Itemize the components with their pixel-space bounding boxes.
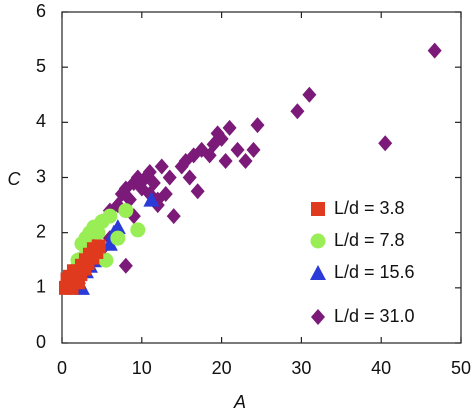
point <box>91 239 106 254</box>
legend-marker <box>311 309 325 325</box>
point <box>222 119 237 136</box>
point <box>162 169 177 186</box>
y-tick-label: 2 <box>36 221 46 241</box>
point <box>166 208 181 225</box>
y-tick-label: 3 <box>36 166 46 186</box>
point <box>378 135 393 152</box>
point <box>238 152 253 169</box>
legend-label: L/d = 31.0 <box>334 306 415 326</box>
point <box>110 230 126 246</box>
y-tick-label: 5 <box>36 56 46 76</box>
point <box>154 158 169 175</box>
y-tick-label: 1 <box>36 277 46 297</box>
point <box>118 257 133 274</box>
legend-label: L/d = 15.6 <box>334 262 415 282</box>
point <box>218 152 233 169</box>
point <box>158 186 173 203</box>
x-tick-label: 40 <box>371 358 391 378</box>
point <box>302 86 317 103</box>
point <box>101 235 118 251</box>
point <box>182 169 197 186</box>
point <box>186 147 201 164</box>
point <box>60 272 75 287</box>
point <box>250 117 265 134</box>
y-tick-label: 6 <box>36 1 46 21</box>
point <box>214 130 229 147</box>
x-tick-label: 10 <box>132 358 152 378</box>
point <box>143 191 160 207</box>
point <box>427 42 442 59</box>
plot-frame <box>61 11 462 344</box>
point <box>230 141 245 158</box>
x-tick-label: 20 <box>212 358 232 378</box>
point <box>246 141 261 158</box>
legend-marker <box>310 265 326 280</box>
y-axis-label: C <box>8 169 22 189</box>
legend-label: L/d = 7.8 <box>334 230 405 250</box>
point <box>109 219 126 235</box>
point <box>102 208 118 224</box>
y-tick-label: 0 <box>36 332 46 352</box>
x-tick-label: 30 <box>291 358 311 378</box>
x-axis-label: A <box>233 392 246 412</box>
point <box>290 103 305 120</box>
legend-label: L/d = 3.8 <box>334 198 405 218</box>
point <box>130 222 146 238</box>
legend-marker <box>311 202 325 216</box>
x-tick-label: 0 <box>57 358 67 378</box>
point <box>114 186 129 203</box>
x-tick-label: 50 <box>451 358 471 378</box>
point <box>190 183 205 200</box>
point <box>118 203 134 219</box>
y-tick-label: 4 <box>36 111 46 131</box>
legend-marker <box>310 233 326 249</box>
